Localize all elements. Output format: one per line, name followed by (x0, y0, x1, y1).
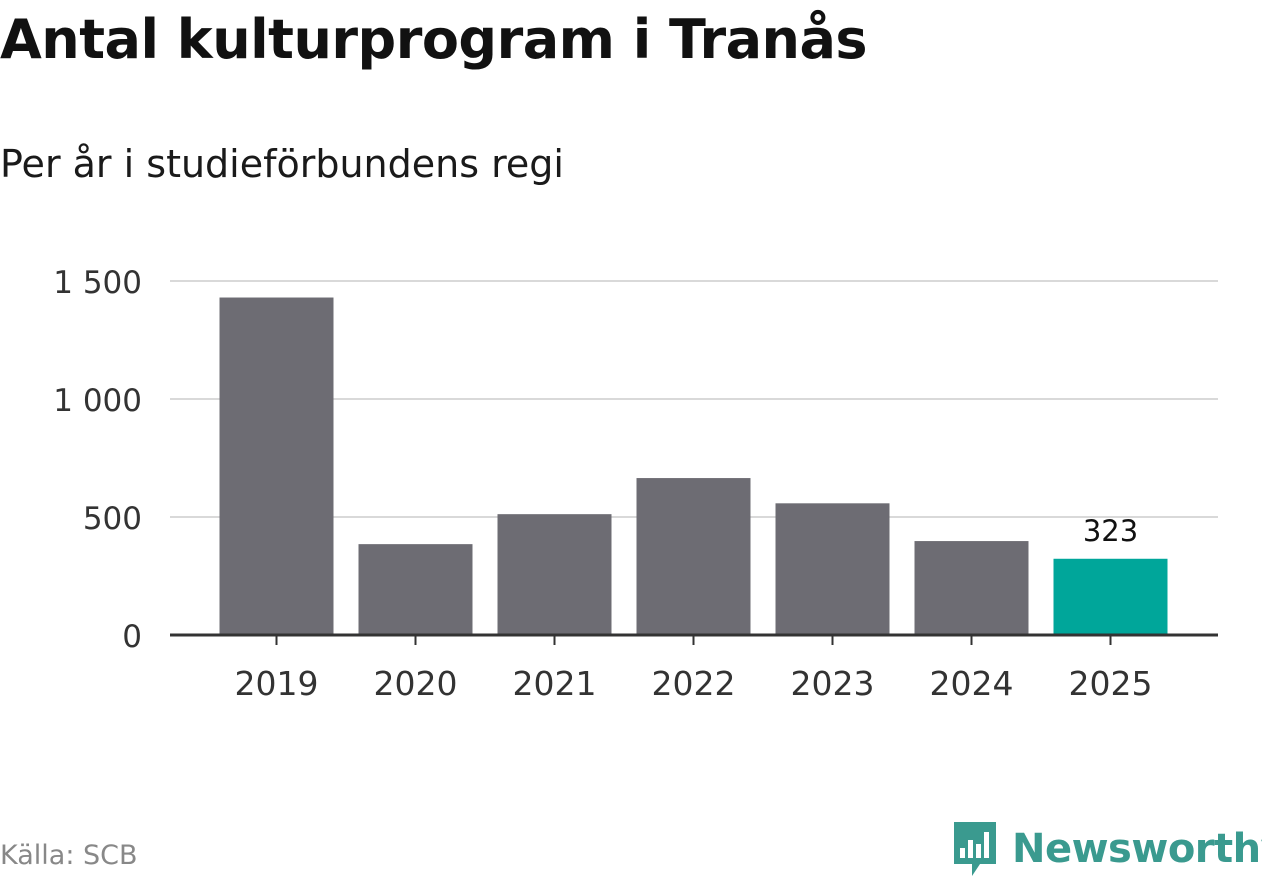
bar-2019 (219, 297, 334, 635)
y-tick-label: 1 500 (53, 265, 142, 301)
y-tick-label: 0 (122, 619, 142, 655)
bar-2020 (358, 544, 473, 635)
x-tick-label: 2021 (513, 664, 597, 703)
chart-title: Antal kulturprogram i Tranås (0, 8, 868, 71)
bar-chart-speech-bubble-icon (954, 822, 996, 876)
brand-name: Newsworthy (1012, 826, 1262, 872)
x-tick-label: 2023 (791, 664, 875, 703)
x-tick-label: 2020 (374, 664, 458, 703)
bar-2021 (497, 514, 612, 635)
data-label: 323 (1083, 514, 1138, 548)
bar-2023 (775, 503, 890, 635)
bar-2024 (914, 541, 1029, 635)
x-tick-label: 2022 (652, 664, 736, 703)
chart-subtitle: Per år i studieförbundens regi (0, 142, 564, 186)
brand-logo: Newsworthy (950, 818, 1262, 880)
x-tick-label: 2024 (930, 664, 1014, 703)
x-tick-label: 2019 (235, 664, 319, 703)
y-tick-label: 1 000 (53, 383, 142, 419)
y-tick-label: 500 (83, 501, 142, 537)
bar-2022 (636, 478, 751, 635)
bar-2025 (1053, 558, 1168, 635)
source-note: Källa: SCB (0, 840, 138, 871)
x-tick-label: 2025 (1069, 664, 1153, 703)
